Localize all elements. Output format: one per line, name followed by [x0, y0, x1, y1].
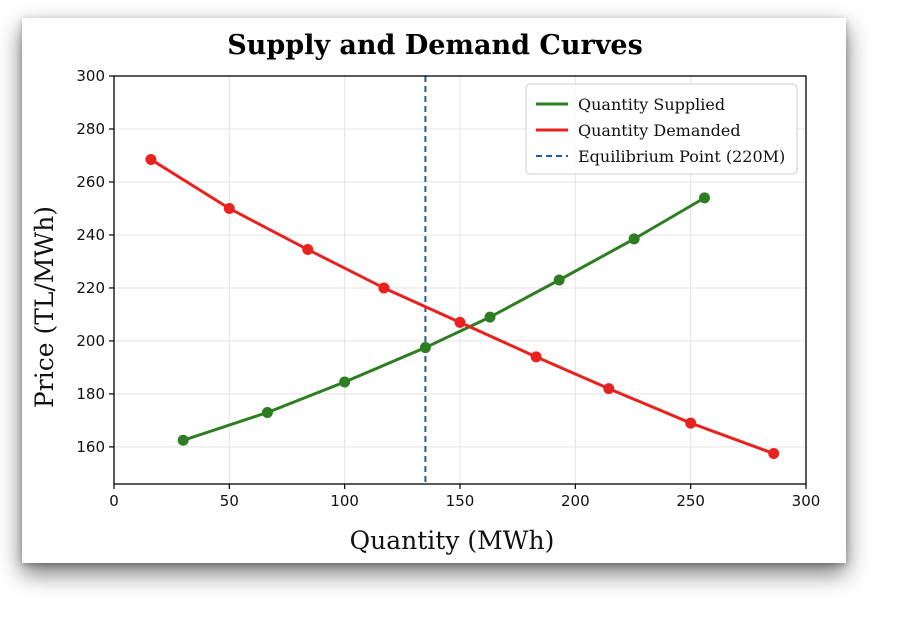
- y-axis-label: Price (TL/MWh): [30, 206, 59, 408]
- y-tick-label: 180: [76, 385, 105, 403]
- legend: Quantity Supplied Quantity Demanded Equili…: [525, 83, 798, 175]
- supply-point: [339, 376, 351, 388]
- supply-point: [553, 274, 565, 286]
- demand-point: [603, 383, 615, 395]
- x-axis-label: Quantity (MWh): [350, 526, 555, 555]
- x-tick-label: 300: [792, 492, 821, 510]
- supply-point: [699, 192, 711, 204]
- y-tick-label: 300: [76, 67, 105, 85]
- demand-point: [685, 417, 697, 429]
- supply-point: [177, 434, 189, 446]
- demand-point: [302, 244, 314, 256]
- chart-card: Supply and Demand Curves 0 50 100 150 200 250…: [22, 18, 846, 563]
- axes: 0 50 100 150 200 250 300 160 180 200 220 240 260 280 3…: [76, 67, 820, 510]
- x-tick-label: 0: [109, 492, 119, 510]
- supply-demand-chart: Supply and Demand Curves 0 50 100 150 200 250…: [30, 30, 820, 555]
- y-tick-label: 200: [76, 332, 105, 350]
- demand-point: [768, 448, 780, 460]
- x-tick-label: 200: [561, 492, 590, 510]
- legend-box: [525, 83, 798, 175]
- supply-point: [419, 342, 431, 354]
- y-tick-label: 220: [76, 279, 105, 297]
- y-tick-label: 260: [76, 173, 105, 191]
- x-tick-label: 100: [330, 492, 359, 510]
- plot-frame: [113, 75, 807, 485]
- y-tick-label: 160: [76, 438, 105, 456]
- series-lines: [145, 153, 780, 460]
- legend-entry: Quantity Supplied: [578, 95, 725, 114]
- legend-entry: Quantity Demanded: [578, 121, 741, 140]
- demand-point: [454, 316, 466, 328]
- x-tick-label: 150: [446, 492, 475, 510]
- legend-entry: Equilibrium Point (220M): [578, 147, 785, 166]
- x-tick-label: 250: [676, 492, 705, 510]
- y-tick-label: 240: [76, 226, 105, 244]
- demand-point: [378, 282, 390, 294]
- supply-point: [484, 311, 496, 323]
- demand-line: [150, 158, 775, 455]
- supply-point: [628, 233, 640, 245]
- demand-point: [145, 153, 157, 165]
- y-tick-label: 280: [76, 120, 105, 138]
- demand-point: [223, 202, 235, 214]
- supply-line: [182, 196, 706, 442]
- x-tick-label: 50: [220, 492, 239, 510]
- chart-title: Supply and Demand Curves: [227, 30, 643, 61]
- supply-point: [261, 406, 273, 418]
- demand-point: [530, 351, 542, 363]
